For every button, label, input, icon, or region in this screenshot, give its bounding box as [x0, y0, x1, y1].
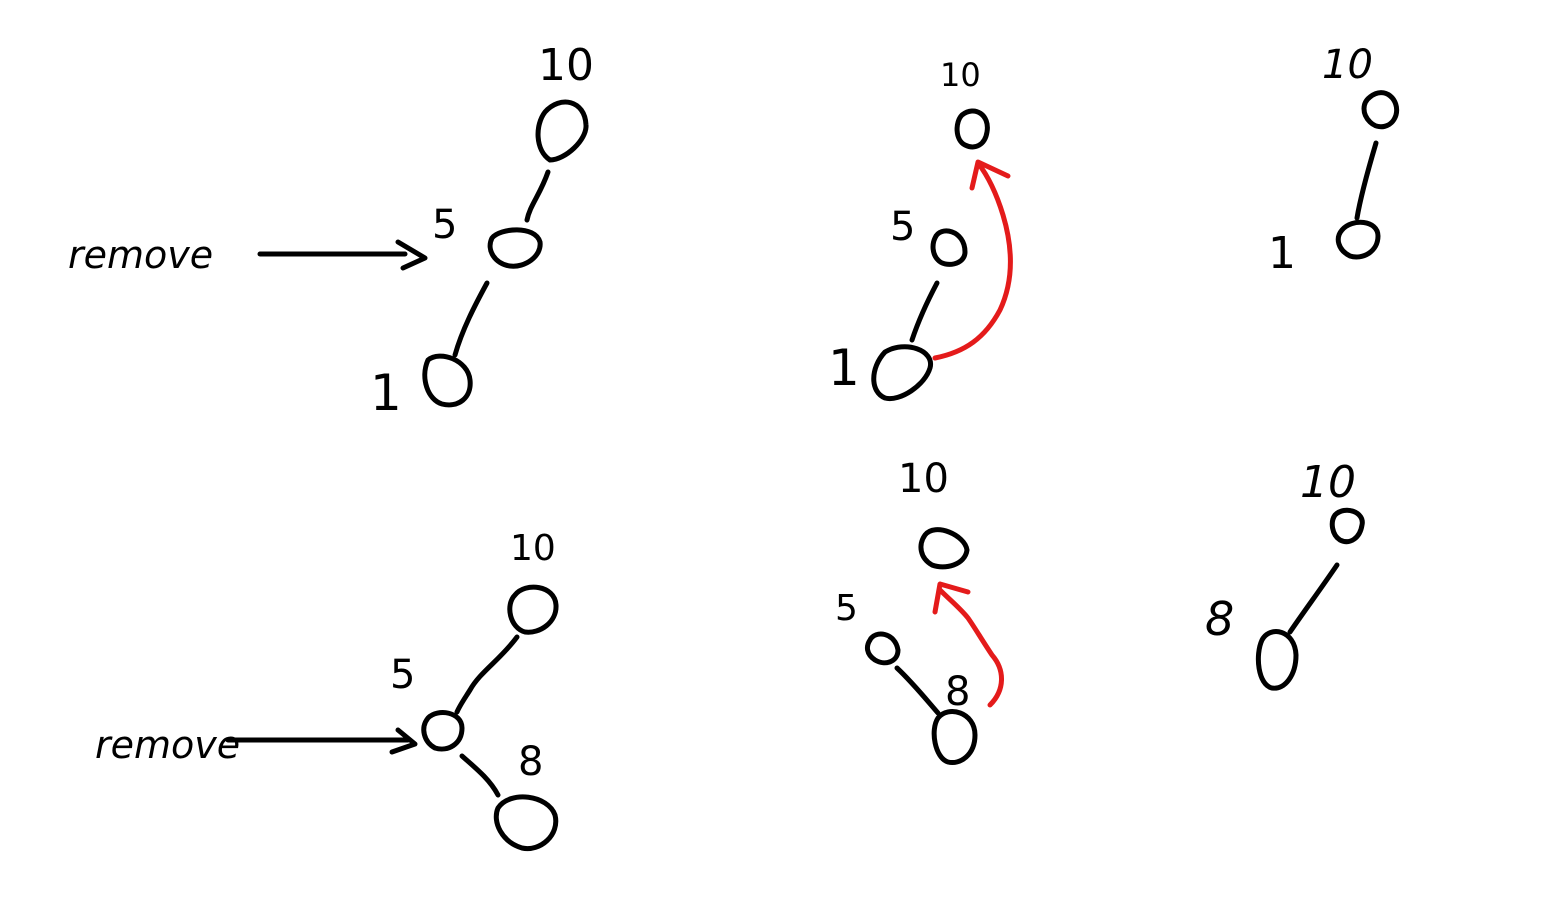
ex1-before-target-label: 5	[432, 202, 457, 248]
ex1-before: remove 10 5 1	[68, 40, 594, 422]
ex1-during-edge-target-child	[909, 280, 940, 343]
ex2-before-root-node	[507, 584, 559, 635]
ex1-after: 10 1	[1268, 42, 1400, 279]
ex2-during-target-label: 5	[835, 588, 858, 629]
ex1-during-target-node	[930, 228, 968, 267]
ex1-before-edge-target-child	[452, 280, 490, 358]
ex2-after-edge-root-child	[1287, 562, 1340, 635]
ex2-after-child-node	[1255, 629, 1299, 691]
ex1-before-root-label: 10	[538, 40, 594, 91]
ex2-before-target-node	[421, 710, 465, 752]
ex2-during-child-label: 8	[945, 669, 970, 715]
ex1-during-child-label: 1	[828, 339, 860, 397]
ex1-during-root-label: 10	[940, 56, 981, 94]
ex2-during: 10 5 8	[835, 456, 1004, 766]
ex2-during-root-node	[918, 527, 970, 570]
annotation-remove-1: remove	[68, 233, 213, 277]
ex2-before: remove 10 5 8	[95, 528, 559, 852]
ex1-during-target-label: 5	[890, 204, 915, 250]
ex1-after-child-node	[1335, 219, 1381, 260]
ex2-splice-arrow	[932, 581, 1004, 708]
ex2-after: 10 8	[1205, 457, 1365, 691]
ex1-during: 10 5 1	[828, 56, 1013, 402]
ex2-before-edge-root-target	[454, 634, 520, 715]
ex2-before-root-label: 10	[510, 528, 556, 569]
ex1-during-child-node	[871, 344, 933, 402]
ex2-after-root-label: 10	[1300, 457, 1356, 508]
ex2-before-child-node	[493, 794, 559, 852]
ex2-before-child-label: 8	[518, 739, 543, 785]
ex2-during-root-label: 10	[898, 456, 949, 502]
ex2-after-root-node	[1329, 507, 1365, 545]
ex1-after-edge-root-child	[1354, 140, 1379, 221]
ex2-before-target-label: 5	[390, 652, 415, 698]
ex1-before-child-node	[422, 353, 473, 408]
ex1-during-root-node	[954, 108, 990, 150]
annotation-remove-2: remove	[95, 723, 240, 767]
ex2-after-child-label: 8	[1205, 592, 1234, 646]
ex2-during-edge-target-child	[894, 665, 941, 716]
ex1-before-root-node	[535, 99, 589, 163]
ex1-after-child-label: 1	[1268, 228, 1296, 279]
ex1-after-root-label: 10	[1322, 42, 1373, 88]
arrow-to-target-2	[225, 727, 418, 755]
ex1-before-edge-root-target	[524, 169, 551, 223]
ex1-splice-arrow	[932, 159, 1013, 361]
ex2-during-target-node	[864, 631, 901, 666]
ex2-during-child-node	[931, 709, 978, 766]
ex1-before-child-label: 1	[370, 364, 402, 422]
arrow-to-target-1	[257, 239, 428, 271]
ex1-before-target-node	[487, 227, 543, 269]
ex1-after-root-node	[1361, 90, 1400, 130]
ex2-before-edge-target-child	[459, 753, 501, 798]
